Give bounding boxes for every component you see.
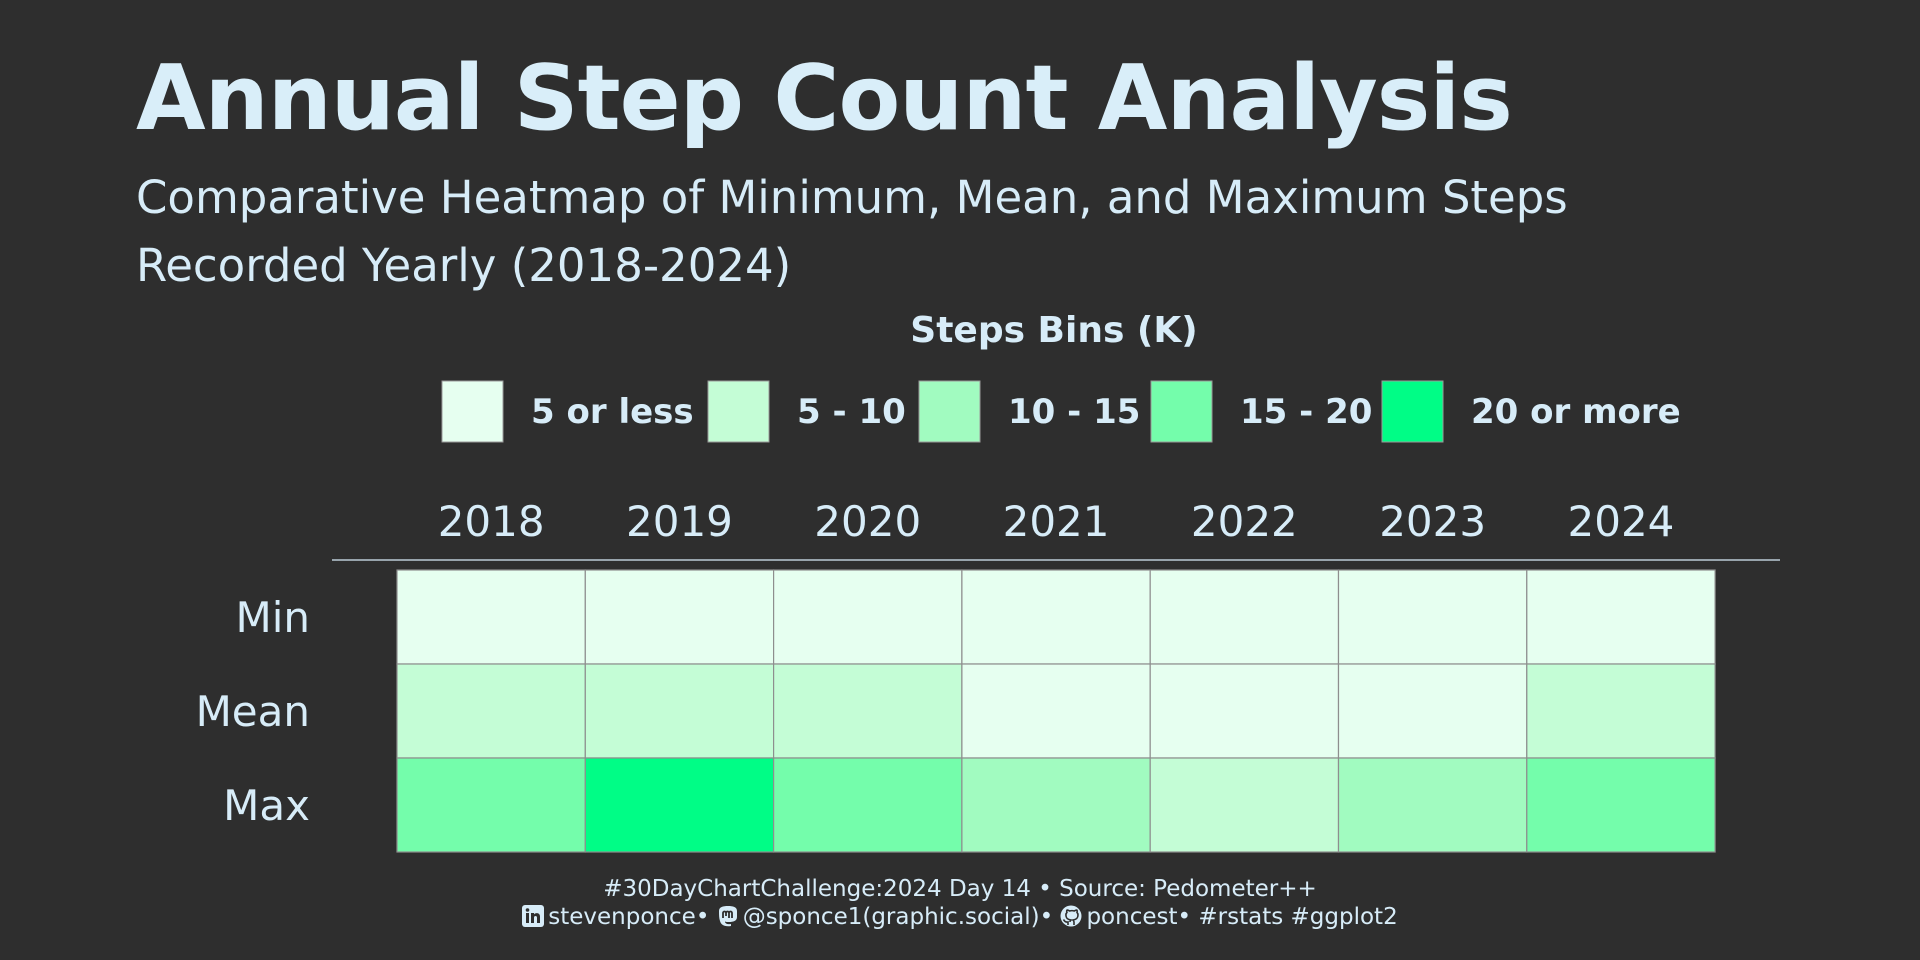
x-tick-label: 2019 — [626, 497, 733, 546]
legend-title: Steps Bins (K) — [910, 310, 1197, 351]
mastodon-handle[interactable]: @sponce1(graphic.social) — [742, 904, 1040, 930]
x-tick-label: 2023 — [1379, 497, 1486, 546]
caption-line-1: #30DayChartChallenge:2024 Day 14 • Sourc… — [603, 876, 1317, 902]
heatmap-cell — [1149, 663, 1340, 759]
heatmap-cell — [396, 663, 586, 759]
heatmap-cell — [1149, 757, 1340, 853]
y-tick-label: Max — [223, 781, 310, 830]
linkedin-handle[interactable]: stevenponce — [548, 904, 696, 930]
heatmap-cell — [772, 663, 963, 759]
legend-label: 5 or less — [531, 392, 694, 432]
heatmap-cell — [961, 663, 1151, 759]
heatmap-cell — [961, 757, 1151, 853]
heatmap-cell — [1337, 663, 1528, 759]
heatmap-cell — [1526, 757, 1716, 853]
legend-key — [1381, 380, 1444, 443]
x-tick-label: 2022 — [1191, 497, 1298, 546]
heatmap-cell — [584, 663, 775, 759]
heatmap-cell — [1337, 757, 1528, 853]
legend-label: 20 or more — [1471, 392, 1681, 432]
github-handle[interactable]: poncest — [1086, 904, 1178, 930]
legend-label: 10 - 15 — [1008, 392, 1140, 432]
x-tick-label: 2024 — [1568, 497, 1675, 546]
linkedin-icon — [522, 905, 545, 933]
legend-key — [918, 380, 981, 443]
y-tick-label: Mean — [196, 687, 310, 736]
legend-key — [441, 380, 504, 443]
x-tick-label: 2020 — [814, 497, 921, 546]
separator: • — [695, 904, 710, 930]
heatmap-cell — [396, 569, 586, 665]
heatmap-cell — [396, 757, 586, 853]
hashtags: #rstats #ggplot2 — [1198, 904, 1398, 930]
separator: • — [1039, 904, 1054, 930]
separator: • — [1177, 904, 1192, 930]
legend-label: 15 - 20 — [1240, 392, 1372, 432]
heatmap-cell — [772, 757, 963, 853]
legend-label: 5 - 10 — [797, 392, 906, 432]
heatmap-cell — [1526, 663, 1716, 759]
y-tick-label: Min — [235, 593, 310, 642]
caption-line-2: stevenponce• @sponce1(graphic.social)• p… — [0, 904, 1920, 933]
legend-key — [1150, 380, 1213, 443]
x-tick-label: 2018 — [438, 497, 545, 546]
heatmap-cell — [1526, 569, 1716, 665]
heatmap-cell — [584, 569, 775, 665]
legend-key — [707, 380, 770, 443]
x-tick-label: 2021 — [1003, 497, 1110, 546]
heatmap-cell — [961, 569, 1151, 665]
heatmap-cell — [1149, 569, 1340, 665]
mastodon-icon — [717, 905, 739, 933]
heatmap-cell — [772, 569, 963, 665]
heatmap-cell — [1337, 569, 1528, 665]
page-title: Annual Step Count Analysis — [136, 46, 1513, 151]
github-icon — [1060, 905, 1082, 933]
heatmap-cell — [584, 757, 775, 853]
page-subtitle: Comparative Heatmap of Minimum, Mean, an… — [136, 171, 1568, 292]
